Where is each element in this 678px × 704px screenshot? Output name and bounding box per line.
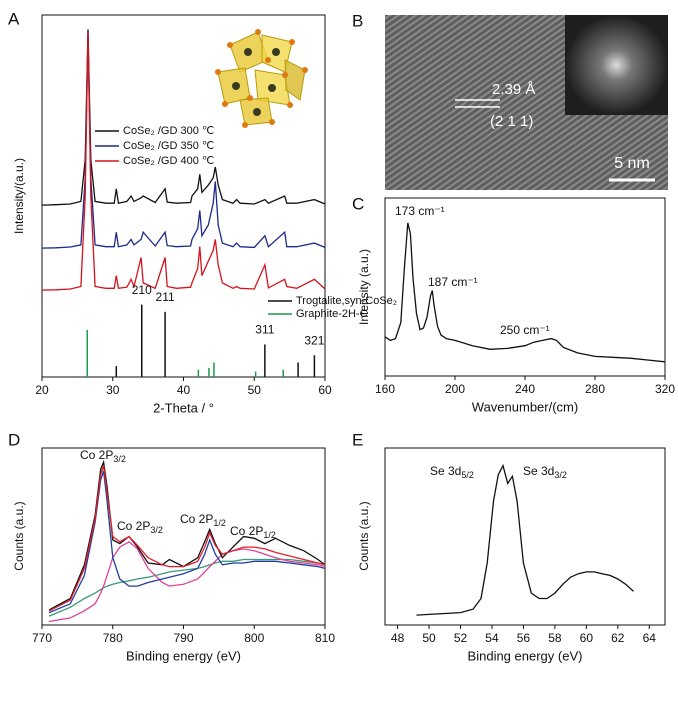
peak-label-main: Co 2P — [180, 512, 213, 526]
x-tick-label: 810 — [315, 631, 335, 645]
peak-label-sub: 3/2 — [150, 525, 163, 535]
legend-label: Graphite-2H-C — [296, 308, 368, 320]
data-line — [41, 29, 326, 206]
data-line — [48, 541, 326, 623]
peak-label-main: Se 3d — [430, 464, 461, 478]
x-tick-label: 62 — [611, 631, 625, 645]
x-tick-label: 280 — [585, 382, 605, 396]
y-axis-label: Counts (a.u.) — [12, 501, 26, 570]
legend-label: CoSe₂ /GD 300 ℃ — [123, 125, 214, 137]
panel-letter: C — [352, 194, 364, 213]
panel-letter: E — [352, 430, 363, 449]
peak-label: Co 2P1/2 — [230, 524, 276, 540]
data-line — [41, 33, 326, 249]
peak-label: 250 cm⁻¹ — [500, 323, 550, 337]
x-tick-label: 160 — [375, 382, 395, 396]
legend-label: Trogtalite,syn-CoSe₂ — [296, 295, 397, 307]
x-axis-label: Binding energy (eV) — [126, 648, 241, 663]
lattice-spacing: 2.39 Å — [492, 81, 535, 98]
stick-label: 211 — [156, 290, 175, 304]
data-line — [41, 33, 326, 291]
peak-label-main: Co 2P — [80, 448, 113, 462]
data-line — [384, 222, 666, 363]
peak-label-main: Co 2P — [230, 524, 263, 538]
peak-label-sub: 1/2 — [213, 518, 226, 528]
x-tick-label: 770 — [32, 631, 52, 645]
x-axis-label: Binding energy (eV) — [468, 648, 583, 663]
x-axis-label: Wavenumber/(cm) — [472, 399, 578, 414]
peak-label-sub: 5/2 — [461, 470, 474, 480]
x-tick-label: 240 — [515, 382, 535, 396]
x-tick-label: 58 — [548, 631, 562, 645]
peak-label: Se 3d5/2 — [430, 464, 474, 480]
peak-label: 173 cm⁻¹ — [395, 204, 445, 218]
peak-label: Se 3d3/2 — [523, 464, 567, 480]
y-axis-label: Counts (a.u.) — [357, 501, 371, 570]
peak-label: Co 2P3/2 — [117, 519, 163, 535]
peak-label-sub: 1/2 — [263, 530, 276, 540]
x-tick-label: 40 — [177, 383, 191, 397]
plot-frame — [384, 447, 666, 626]
scale-bar-label: 5 nm — [614, 155, 650, 172]
data-line — [48, 470, 326, 614]
stick-label: 311 — [255, 323, 274, 337]
stick-label: 321 — [304, 333, 324, 347]
peak-label: Co 2P3/2 — [80, 448, 126, 464]
peak-label: 187 cm⁻¹ — [428, 275, 478, 289]
stick-label: 210 — [132, 283, 152, 297]
y-axis-label: Intensity/(a.u.) — [12, 158, 26, 234]
peak-label-main: Co 2P — [117, 519, 150, 533]
x-tick-label: 780 — [103, 631, 123, 645]
x-tick-label: 60 — [580, 631, 594, 645]
data-line — [48, 465, 326, 612]
x-tick-label: 20 — [35, 383, 49, 397]
panel-letter: D — [8, 430, 20, 449]
x-tick-label: 790 — [173, 631, 193, 645]
plot-frame — [384, 197, 666, 377]
panel-letter: B — [352, 11, 363, 30]
x-tick-label: 200 — [445, 382, 465, 396]
x-tick-label: 56 — [517, 631, 531, 645]
x-tick-label: 64 — [643, 631, 657, 645]
data-line — [416, 463, 634, 616]
hrtem-image: B 2.39 Å (2 1 1) 5 nm — [352, 11, 668, 190]
data-line — [48, 459, 326, 611]
legend-label: CoSe₂ /GD 350 ℃ — [123, 140, 214, 152]
x-tick-label: 30 — [106, 383, 120, 397]
x-tick-label: 52 — [454, 631, 468, 645]
x-tick-label: 50 — [248, 383, 262, 397]
x-tick-label: 48 — [391, 631, 405, 645]
peak-label-main: Se 3d — [523, 464, 554, 478]
plane-label: (2 1 1) — [490, 113, 533, 130]
x-tick-label: 50 — [422, 631, 436, 645]
data-line — [48, 558, 326, 617]
x-tick-label: 60 — [318, 383, 332, 397]
panel-letter: A — [8, 9, 20, 28]
crystal-inset — [215, 29, 308, 128]
x-axis-label: 2-Theta / ° — [153, 400, 214, 415]
peak-label-sub: 3/2 — [113, 454, 126, 464]
x-tick-label: 54 — [485, 631, 499, 645]
peak-label-sub: 3/2 — [554, 470, 567, 480]
x-tick-label: 800 — [244, 631, 264, 645]
y-axis-label: Intensity (a.u.) — [357, 249, 371, 325]
peak-label: Co 2P1/2 — [180, 512, 226, 528]
legend-label: CoSe₂ /GD 400 ℃ — [123, 155, 214, 167]
x-tick-label: 320 — [655, 382, 675, 396]
